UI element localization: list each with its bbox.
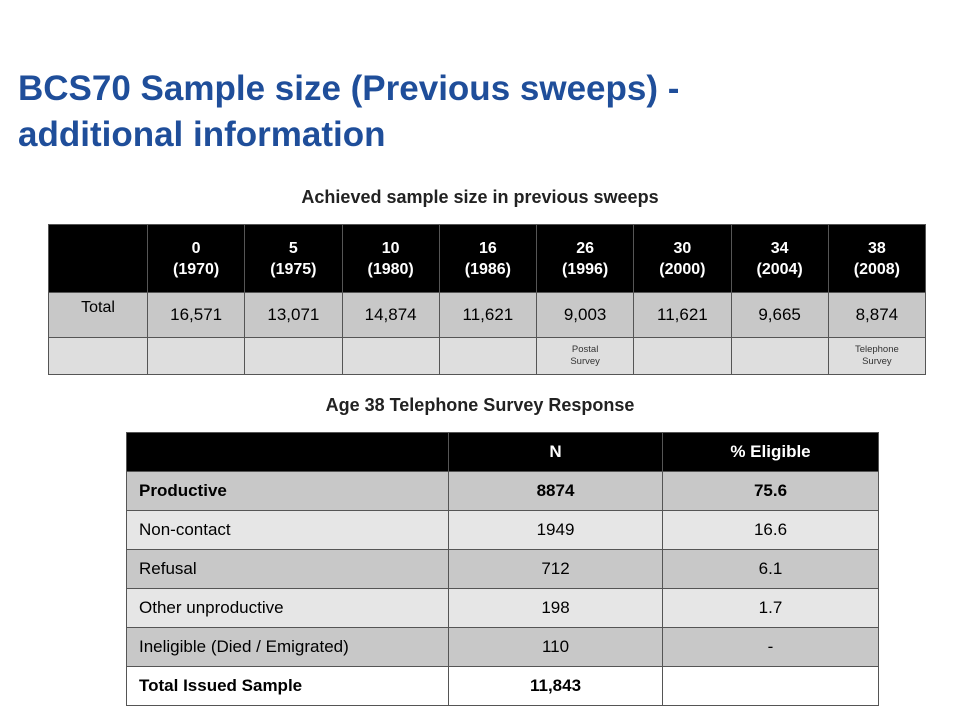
row-n: 198 [448, 588, 663, 628]
total-cell: 9,665 [730, 292, 829, 338]
note-line: Survey [570, 356, 600, 367]
sweep-year: (1986) [464, 260, 511, 278]
note-cell: Postal Survey [535, 337, 635, 375]
row-label: Ineligible (Died / Emigrated) [126, 627, 449, 667]
table-row: Total Issued Sample 11,843 [126, 666, 879, 706]
sweep-age: 10 [381, 239, 400, 257]
response-header-pct: % Eligible [662, 432, 879, 472]
table-row: Non-contact 1949 16.6 [126, 510, 879, 550]
response-header-row: N % Eligible [126, 432, 879, 472]
sweep-age: 30 [673, 239, 692, 257]
header-corner-cell [48, 224, 148, 293]
row-label: Other unproductive [126, 588, 449, 628]
page-title: BCS70 Sample size (Previous sweeps) - ad… [18, 66, 938, 158]
note-line: Survey [862, 356, 892, 367]
sweep-year: (2008) [853, 260, 900, 278]
note-cell [146, 337, 246, 375]
total-cell: 9,003 [535, 292, 635, 338]
response-header-n: N [448, 432, 663, 472]
sweep-age: 26 [576, 239, 595, 257]
table-row: Refusal 712 6.1 [126, 549, 879, 589]
sweep-header-cell: 26 (1996) [535, 224, 635, 293]
row-label: Refusal [126, 549, 449, 589]
sweep-header-cell: 0 (1970) [146, 224, 246, 293]
note-cell [48, 337, 148, 375]
row-label: Non-contact [126, 510, 449, 550]
sweep-age: 38 [867, 239, 886, 257]
note-cell [244, 337, 343, 375]
total-label: Total [48, 292, 148, 338]
note-line: Postal [571, 344, 599, 355]
sweeps-table: 0 (1970) 5 (1975) 10 (1980) 16 (1986) 26 (199… [48, 224, 927, 375]
response-table: N % Eligible Productive 8874 75.6 Non-co… [126, 432, 879, 706]
sweep-year: (2000) [659, 260, 706, 278]
table-row: Ineligible (Died / Emigrated) 110 - [126, 627, 879, 667]
row-pct: 75.6 [662, 471, 879, 511]
sweep-header-cell: 38 (2008) [827, 224, 927, 293]
sweep-header-cell: 10 (1980) [341, 224, 440, 293]
sweep-header-cell: 34 (2004) [730, 224, 829, 293]
row-n: 1949 [448, 510, 663, 550]
note-cell [633, 337, 732, 375]
title-line-2: additional information [18, 115, 386, 154]
total-cell: 8,874 [827, 292, 927, 338]
sweep-year: (2004) [756, 260, 803, 278]
total-cell: 14,874 [341, 292, 440, 338]
sweep-year: (1970) [173, 260, 220, 278]
total-cell: 11,621 [633, 292, 732, 338]
response-header-blank [126, 432, 449, 472]
note-cell [730, 337, 829, 375]
sweep-year: (1996) [562, 260, 609, 278]
sweep-age: 16 [478, 239, 497, 257]
title-line-1: BCS70 Sample size (Previous sweeps) - [18, 69, 680, 108]
row-n: 110 [448, 627, 663, 667]
note-line: Telephone [854, 344, 899, 355]
sweep-header-cell: 5 (1975) [244, 224, 343, 293]
note-cell [438, 337, 538, 375]
total-cell: 16,571 [146, 292, 246, 338]
sweep-age: 5 [288, 239, 298, 257]
row-label: Total Issued Sample [126, 666, 449, 706]
row-label: Productive [126, 471, 449, 511]
sweep-age: 34 [770, 239, 789, 257]
sweep-age: 0 [191, 239, 201, 257]
sweeps-header-row: 0 (1970) 5 (1975) 10 (1980) 16 (1986) 26 (199… [48, 224, 927, 293]
row-pct: - [662, 627, 879, 667]
row-n: 712 [448, 549, 663, 589]
table-row: Other unproductive 198 1.7 [126, 588, 879, 628]
sweep-year: (1980) [367, 260, 414, 278]
row-pct [662, 666, 879, 706]
row-pct: 6.1 [662, 549, 879, 589]
sweep-header-cell: 30 (2000) [633, 224, 732, 293]
notes-row: Postal Survey Telephone Survey [48, 337, 927, 375]
totals-row: Total 16,571 13,071 14,874 11,621 9,003 … [48, 292, 927, 338]
note-cell [341, 337, 440, 375]
total-cell: 13,071 [244, 292, 343, 338]
row-pct: 16.6 [662, 510, 879, 550]
total-cell: 11,621 [438, 292, 538, 338]
sweep-year: (1975) [270, 260, 317, 278]
table-row: Productive 8874 75.6 [126, 471, 879, 511]
row-n: 11,843 [448, 666, 663, 706]
row-n: 8874 [448, 471, 663, 511]
sweep-header-cell: 16 (1986) [438, 224, 538, 293]
sweeps-table-caption: Achieved sample size in previous sweeps [301, 187, 659, 207]
response-table-caption: Age 38 Telephone Survey Response [325, 395, 635, 415]
note-cell: Telephone Survey [827, 337, 927, 375]
row-pct: 1.7 [662, 588, 879, 628]
